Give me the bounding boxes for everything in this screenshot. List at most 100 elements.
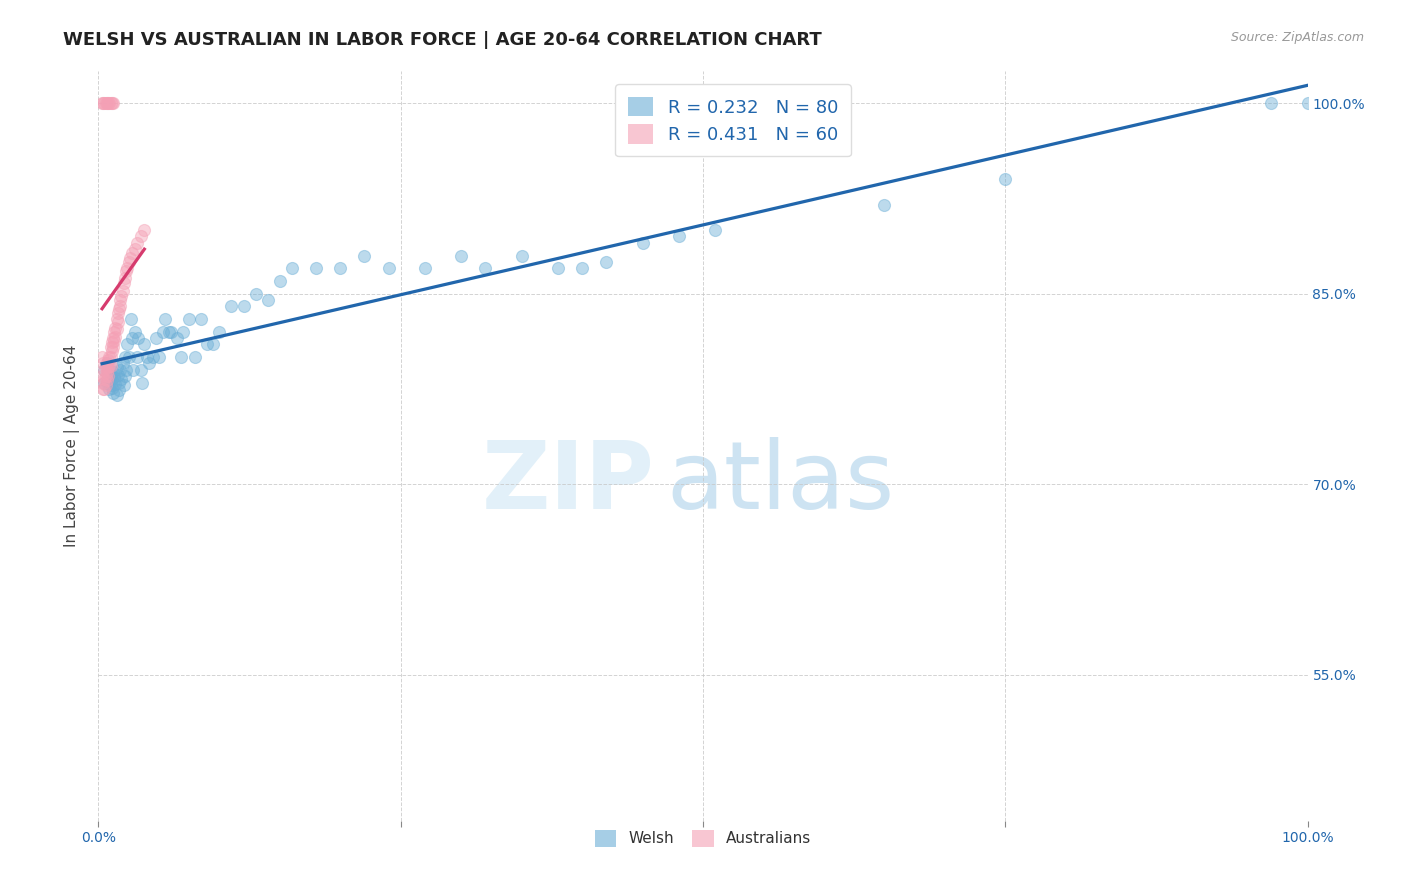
Point	[114, 350, 136, 364]
Point	[474, 261, 496, 276]
Point	[571, 261, 593, 276]
Point	[103, 334, 125, 348]
Point	[153, 312, 176, 326]
Point	[108, 301, 131, 316]
Point	[117, 261, 139, 276]
Point	[202, 337, 225, 351]
Point	[114, 271, 136, 285]
Point	[104, 330, 127, 344]
Point	[91, 350, 114, 364]
Point	[91, 376, 114, 390]
Point	[547, 261, 569, 276]
Point	[232, 299, 254, 313]
Point	[107, 306, 129, 320]
Point	[114, 369, 136, 384]
Point	[994, 172, 1017, 186]
Text: Source: ZipAtlas.com: Source: ZipAtlas.com	[1230, 31, 1364, 45]
Point	[108, 363, 131, 377]
Point	[160, 325, 183, 339]
Point	[100, 96, 122, 111]
Point	[118, 350, 141, 364]
Point	[245, 286, 267, 301]
Point	[98, 376, 121, 390]
Point	[134, 337, 156, 351]
Point	[103, 325, 125, 339]
Point	[108, 376, 131, 390]
Point	[96, 376, 118, 390]
Point	[108, 293, 131, 307]
Point	[873, 197, 896, 211]
Point	[121, 246, 143, 260]
Point	[353, 248, 375, 262]
Point	[115, 264, 138, 278]
Point	[91, 369, 114, 384]
Point	[118, 255, 141, 269]
Point	[103, 370, 125, 384]
Point	[100, 381, 122, 395]
Point	[157, 325, 180, 339]
Point	[96, 373, 118, 387]
Point	[93, 382, 115, 396]
Point	[112, 277, 135, 291]
Y-axis label: In Labor Force | Age 20-64: In Labor Force | Age 20-64	[63, 345, 80, 547]
Point	[450, 248, 472, 262]
Point	[208, 325, 231, 339]
Point	[101, 340, 124, 354]
Point	[120, 312, 142, 326]
Point	[98, 382, 121, 396]
Point	[631, 235, 654, 250]
Point	[97, 360, 120, 375]
Point	[107, 314, 129, 328]
Point	[100, 378, 122, 392]
Point	[97, 369, 120, 384]
Point	[152, 325, 174, 339]
Text: ZIP: ZIP	[482, 437, 655, 530]
Point	[179, 312, 201, 326]
Point	[329, 261, 352, 276]
Text: atlas: atlas	[666, 437, 896, 530]
Point	[97, 369, 120, 384]
Point	[96, 365, 118, 379]
Point	[104, 376, 127, 391]
Point	[124, 325, 146, 339]
Point	[134, 223, 156, 237]
Point	[111, 284, 134, 298]
Point	[98, 350, 121, 364]
Point	[1296, 96, 1319, 111]
Point	[118, 251, 141, 265]
Point	[97, 96, 120, 111]
Point	[98, 96, 121, 111]
Point	[121, 331, 143, 345]
Point	[101, 96, 124, 111]
Point	[108, 299, 131, 313]
Point	[131, 376, 153, 390]
Legend: Welsh, Australians: Welsh, Australians	[588, 822, 818, 855]
Point	[98, 359, 121, 373]
Point	[595, 255, 617, 269]
Point	[110, 372, 132, 386]
Point	[108, 383, 131, 397]
Point	[105, 360, 128, 375]
Point	[281, 261, 304, 276]
Point	[704, 223, 727, 237]
Point	[377, 261, 399, 276]
Point	[105, 322, 128, 336]
Point	[138, 356, 160, 370]
Point	[104, 321, 127, 335]
Point	[269, 274, 291, 288]
Point	[127, 331, 149, 345]
Point	[100, 359, 122, 373]
Point	[96, 96, 118, 111]
Point	[172, 325, 194, 339]
Point	[122, 363, 145, 377]
Point	[93, 372, 115, 386]
Point	[100, 340, 122, 354]
Point	[94, 369, 117, 384]
Point	[145, 331, 167, 345]
Point	[105, 312, 128, 326]
Text: WELSH VS AUSTRALIAN IN LABOR FORCE | AGE 20-64 CORRELATION CHART: WELSH VS AUSTRALIAN IN LABOR FORCE | AGE…	[63, 31, 823, 49]
Point	[107, 368, 129, 382]
Point	[100, 369, 122, 384]
Point	[100, 96, 122, 111]
Point	[115, 363, 138, 377]
